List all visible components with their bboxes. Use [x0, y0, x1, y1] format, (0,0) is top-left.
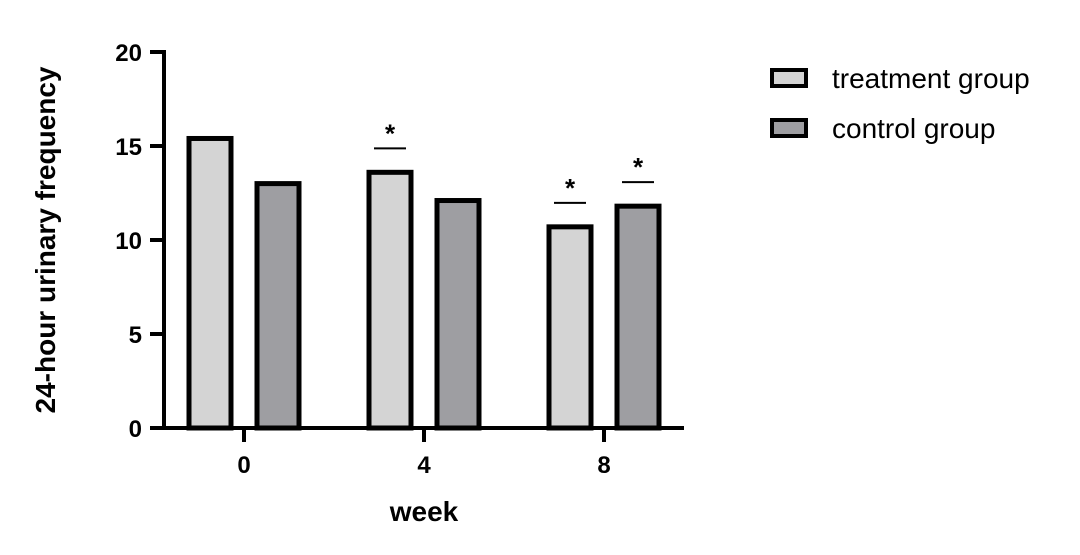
bar-control-group-week-8: [614, 203, 662, 431]
bars: [186, 135, 662, 431]
y-tick-label: 5: [129, 322, 142, 349]
bar-control-group-week-0: [254, 181, 302, 431]
y-axis: 0 5 10 15 20: [115, 40, 166, 443]
significance-star: *: [633, 152, 644, 182]
legend-swatch: [770, 68, 808, 88]
x-tick-label: 0: [237, 452, 250, 479]
bar-treatment-group-week-4: [366, 169, 414, 431]
significance-markers: * * *: [374, 118, 654, 204]
y-tick-label: 20: [115, 40, 142, 67]
bar-treatment-group-week-0: [186, 135, 234, 431]
y-tick-label: 10: [115, 228, 142, 255]
x-axis: 0 4 8: [162, 426, 684, 479]
x-axis-title: week: [389, 496, 459, 527]
y-axis-title: 24-hour urinary frequency: [30, 66, 61, 413]
legend-label: treatment group: [832, 63, 1030, 94]
y-tick-label: 15: [115, 134, 142, 161]
significance-star: *: [565, 173, 576, 203]
legend-swatch: [770, 118, 808, 138]
x-tick-label: 4: [417, 452, 431, 479]
x-tick-label: 8: [597, 452, 610, 479]
bar-control-group-week-4: [434, 198, 482, 431]
bar-treatment-group-week-8: [546, 224, 594, 431]
legend: treatment group control group: [770, 63, 1030, 144]
significance-star: *: [385, 118, 396, 148]
legend-label: control group: [832, 113, 995, 144]
y-tick-label: 0: [129, 416, 142, 443]
